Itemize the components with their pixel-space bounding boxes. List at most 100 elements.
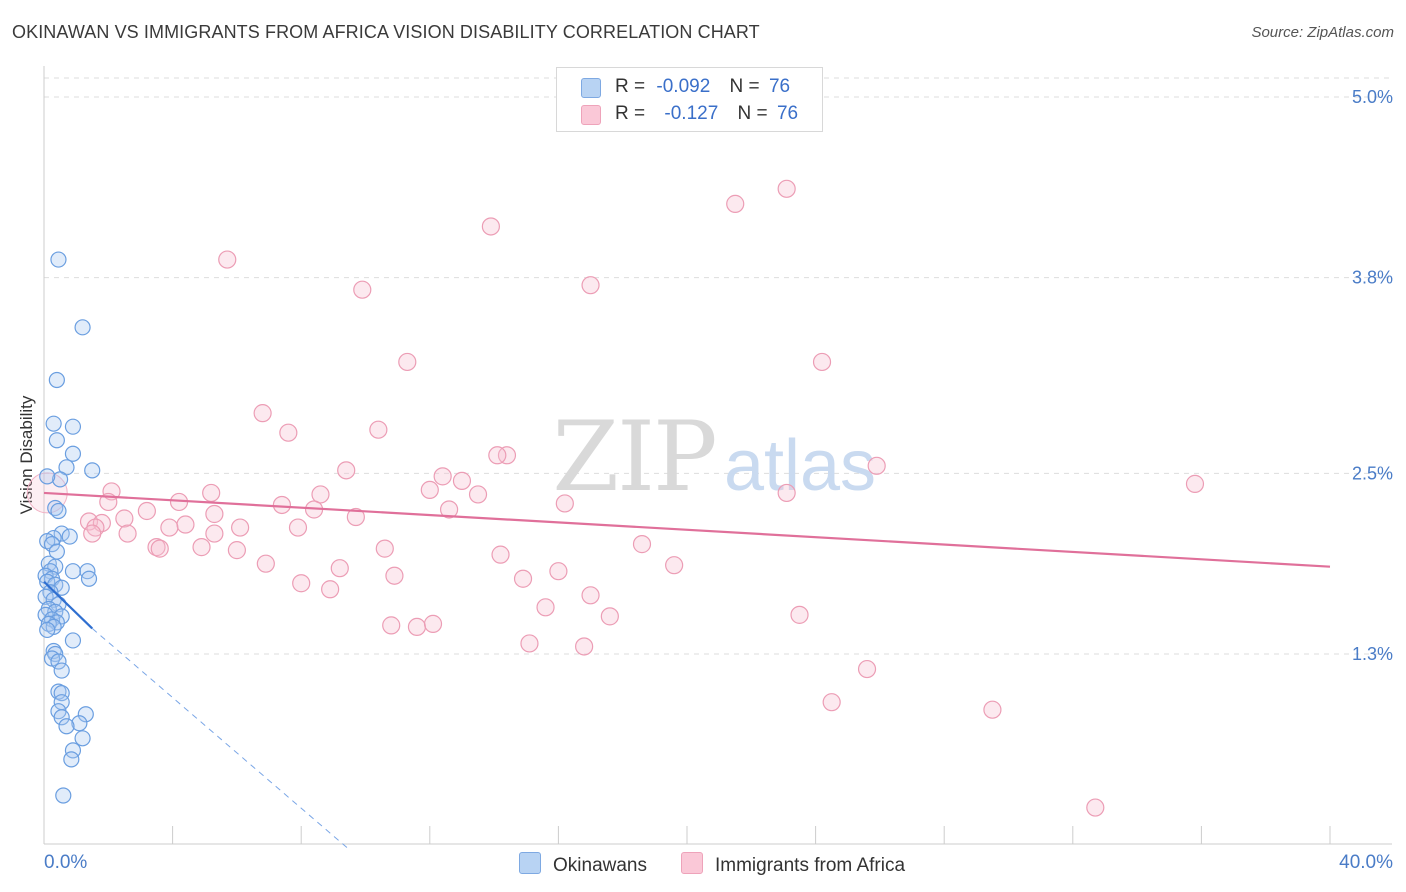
point-okinawans — [53, 685, 70, 702]
trend-lines — [43, 491, 1331, 851]
point-okinawans — [84, 462, 101, 479]
point-africa — [497, 446, 517, 465]
point-africa — [202, 483, 221, 503]
point-africa — [777, 483, 796, 503]
chart-title: OKINAWAN VS IMMIGRANTS FROM AFRICA VISIO… — [12, 22, 760, 42]
bottom-legend-swatch-africa — [681, 852, 703, 874]
point-africa — [513, 569, 533, 588]
y-tick-label: 2.5% — [1352, 463, 1393, 483]
point-africa — [150, 539, 169, 558]
axes — [43, 66, 1392, 845]
point-africa — [227, 541, 246, 560]
point-africa — [382, 616, 401, 635]
point-africa — [311, 485, 330, 504]
point-africa — [433, 467, 452, 486]
point-africa — [115, 509, 134, 528]
point-africa — [632, 535, 652, 554]
legend-n-label: N = — [737, 103, 768, 124]
point-africa — [279, 423, 298, 442]
legend-n-value: 76 — [768, 76, 791, 97]
point-africa — [822, 693, 841, 712]
point-africa — [777, 179, 796, 198]
point-okinawans — [55, 787, 72, 804]
legend-r-value: -0.092 — [656, 76, 711, 97]
point-okinawans — [48, 371, 65, 389]
y-tick-label: 5.0% — [1352, 87, 1393, 107]
point-okinawans — [50, 251, 67, 268]
point-okinawans — [39, 532, 56, 550]
point-africa — [549, 562, 568, 581]
point-africa — [83, 524, 102, 543]
point-africa — [292, 574, 311, 593]
y-tick-label: 1.3% — [1352, 644, 1393, 664]
bottom-legend-okinawans: Okinawans — [519, 852, 647, 877]
gridlines — [44, 77, 1392, 655]
point-okinawans — [53, 709, 70, 726]
x-tick-label-max: 40.0% — [1339, 852, 1393, 873]
point-okinawans — [50, 653, 67, 670]
legend-swatch-okinawans — [581, 78, 601, 98]
point-africa — [192, 538, 211, 557]
point-africa — [231, 518, 250, 537]
point-africa — [1185, 474, 1205, 493]
legend-r-label: R = — [615, 103, 646, 124]
point-africa — [337, 461, 356, 480]
point-africa — [176, 515, 195, 534]
point-africa — [423, 614, 443, 633]
point-okinawans — [71, 715, 88, 732]
trend-line-africa — [43, 491, 1331, 568]
point-africa — [330, 559, 349, 578]
point-okinawans — [53, 662, 70, 679]
point-africa — [726, 194, 745, 213]
point-okinawans — [64, 563, 82, 580]
point-africa — [137, 501, 156, 521]
point-africa — [375, 539, 394, 558]
point-africa — [118, 524, 137, 543]
point-africa — [488, 446, 507, 465]
point-africa — [452, 471, 472, 490]
point-africa — [536, 598, 555, 617]
point-africa — [520, 634, 539, 653]
bottom-legend-africa: Immigrants from Africa — [681, 852, 905, 877]
watermark: ZIP atlas — [552, 401, 876, 513]
point-africa — [407, 617, 427, 637]
point-africa — [581, 586, 600, 605]
legend-swatch-africa — [581, 105, 601, 125]
point-africa — [346, 507, 365, 527]
bottom-legend-swatch-okinawans — [519, 852, 541, 874]
point-africa — [420, 480, 439, 500]
legend-n-label: N = — [729, 76, 760, 97]
point-africa — [439, 500, 459, 519]
point-okinawans — [61, 528, 78, 545]
series-okinawans-points — [37, 251, 101, 804]
point-africa — [857, 659, 877, 679]
point-africa — [256, 554, 275, 573]
point-okinawans — [40, 615, 57, 632]
x-tick-label-min: 0.0% — [44, 852, 88, 873]
point-okinawans — [80, 570, 98, 587]
point-okinawans — [58, 718, 75, 735]
y-tick-labels: 1.3% 2.5% 3.8% 5.0% — [1352, 87, 1393, 664]
y-tick-label: 3.8% — [1352, 268, 1393, 288]
point-africa — [1086, 798, 1105, 817]
point-africa — [272, 495, 292, 515]
point-africa — [253, 404, 272, 423]
point-africa — [575, 637, 594, 656]
point-africa — [468, 485, 488, 504]
point-okinawans — [39, 468, 56, 485]
point-okinawans — [64, 418, 82, 435]
point-africa — [812, 352, 832, 372]
point-africa — [288, 518, 308, 537]
trend-line-okinawans-extension — [91, 628, 350, 851]
legend-n-value: 76 — [776, 103, 799, 124]
point-africa — [481, 217, 500, 236]
point-okinawans — [64, 632, 82, 649]
bottom-legend-label-africa: Immigrants from Africa — [715, 855, 906, 876]
point-africa — [218, 250, 237, 269]
point-okinawans — [63, 751, 80, 768]
point-africa — [665, 556, 684, 575]
series-africa-points — [26, 179, 1205, 817]
point-africa — [398, 352, 417, 372]
point-okinawans — [48, 432, 65, 449]
point-okinawans — [74, 730, 91, 747]
